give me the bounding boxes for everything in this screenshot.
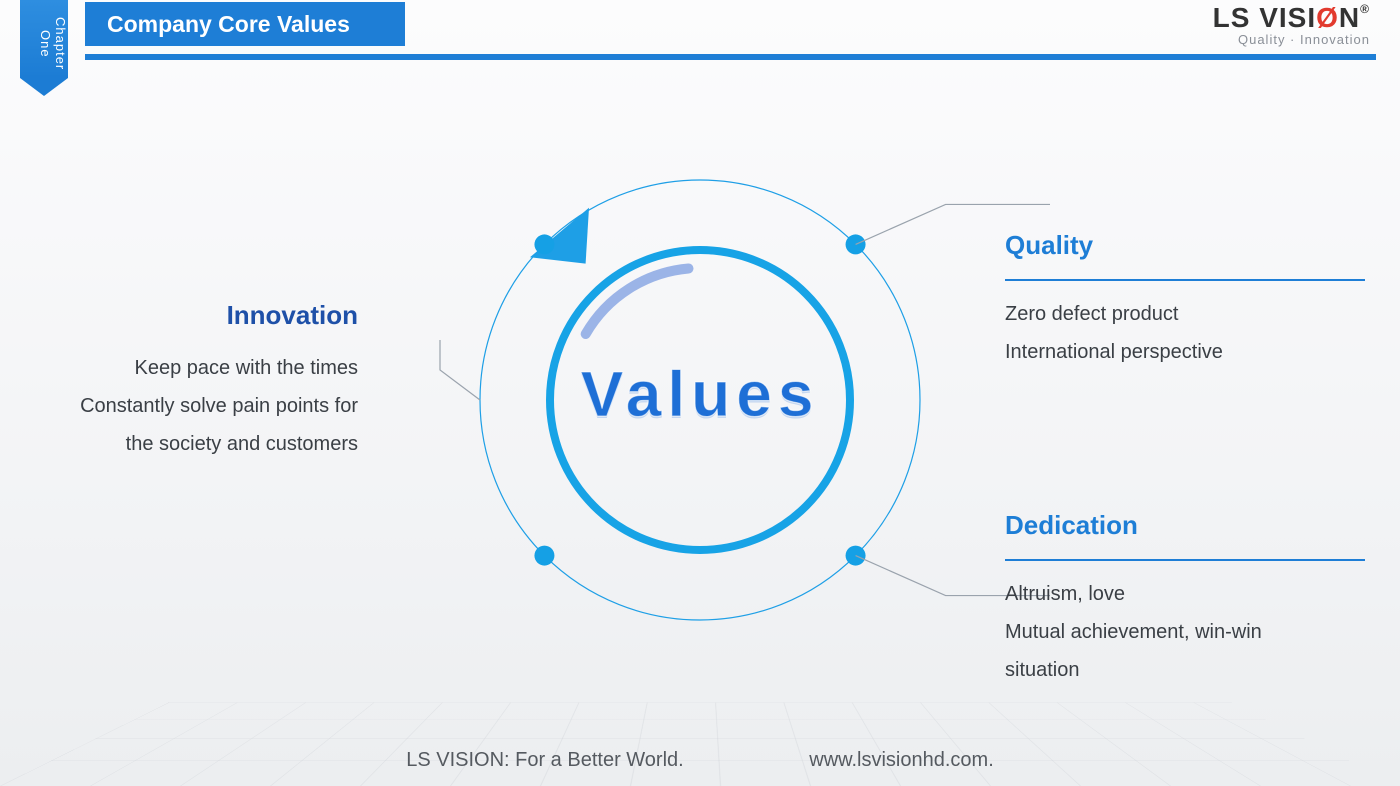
floor-grid — [0, 703, 1400, 786]
logo-pre: LS VISI — [1213, 2, 1316, 33]
quality-rule — [1005, 279, 1365, 281]
innovation-title: Innovation — [28, 300, 358, 331]
logo-reg: ® — [1360, 2, 1370, 16]
logo: LS VISIØN® Quality · Innovation — [1213, 2, 1370, 47]
innovation-body: Keep pace with the timesConstantly solve… — [28, 349, 358, 463]
center-label: Values — [581, 357, 820, 431]
logo-post: N — [1339, 2, 1360, 33]
chapter-label: Chapter One — [38, 17, 68, 70]
logo-tagline: Quality · Innovation — [1213, 32, 1370, 47]
dedication-body: Altruism, loveMutual achievement, win-wi… — [1005, 575, 1365, 689]
dedication-rule — [1005, 559, 1365, 561]
dedication-title: Dedication — [1005, 510, 1365, 541]
block-innovation: Innovation Keep pace with the timesConst… — [28, 300, 358, 463]
block-quality: Quality Zero defect productInternational… — [1005, 230, 1365, 371]
title-underline — [85, 54, 1376, 60]
footer: LS VISION: For a Better World. www.lsvis… — [0, 749, 1400, 772]
values-diagram: Values — [350, 120, 1050, 680]
footer-slogan: LS VISION: For a Better World. — [406, 749, 684, 772]
quality-body: Zero defect productInternational perspec… — [1005, 295, 1365, 371]
quality-title: Quality — [1005, 230, 1365, 261]
logo-o-icon: Ø — [1316, 2, 1339, 33]
logo-text: LS VISIØN® — [1213, 2, 1370, 34]
footer-site: www.lsvisionhd.com. — [809, 749, 994, 772]
chapter-tab: Chapter One — [20, 0, 68, 78]
block-dedication: Dedication Altruism, loveMutual achievem… — [1005, 510, 1365, 689]
page-title: Company Core Values — [85, 2, 405, 46]
